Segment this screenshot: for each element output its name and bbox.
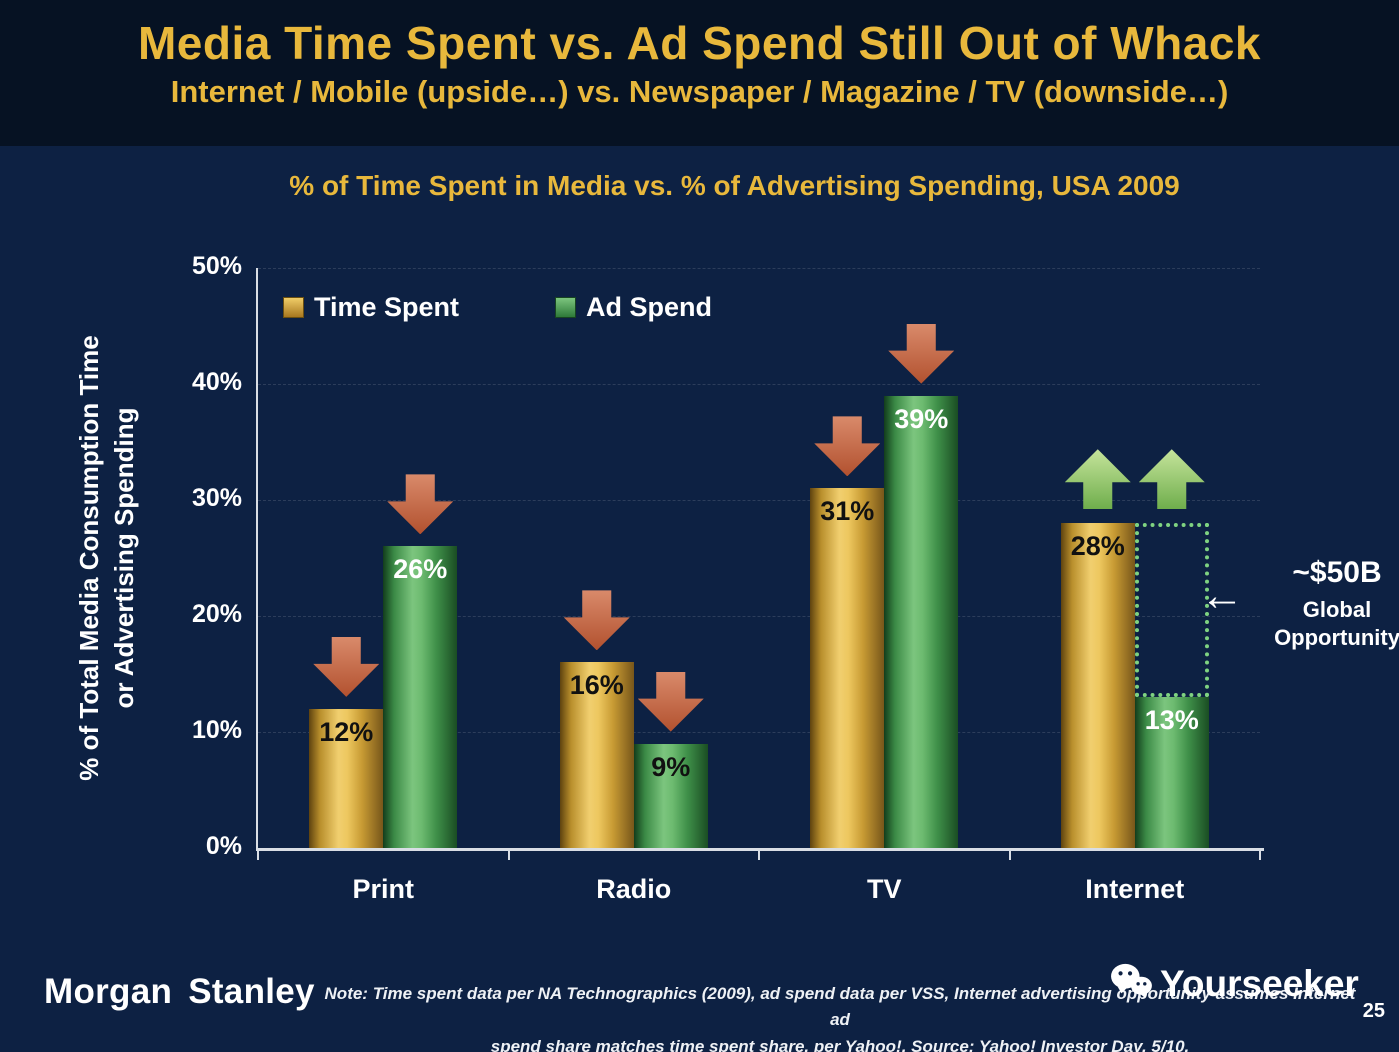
down-arrow-icon xyxy=(814,416,881,477)
down-arrow-icon xyxy=(313,636,380,697)
bar-value-label: 12% xyxy=(319,716,374,747)
x-axis-line xyxy=(256,848,1264,851)
opportunity-dotted-box xyxy=(1134,523,1209,698)
x-axis-tick xyxy=(257,848,259,860)
bar-ad-spend-radio: 9% xyxy=(633,743,708,848)
bar-value-label: 13% xyxy=(1144,705,1199,736)
bar-time-spent-tv: 31% xyxy=(810,488,885,848)
chart-title: % of Time Spent in Media vs. % of Advert… xyxy=(289,170,1180,201)
ad-spend-swatch-icon xyxy=(555,297,577,318)
x-axis-tick xyxy=(758,848,760,860)
legend-label-ad-spend: Ad Spend xyxy=(586,292,713,322)
y-axis-line xyxy=(256,268,258,851)
slide-title: Media Time Spent vs. Ad Spend Still Out … xyxy=(137,17,1262,69)
x-category-label-radio: Radio xyxy=(596,874,672,904)
bar-time-spent-print: 12% xyxy=(309,708,384,848)
x-category-label-tv: TV xyxy=(866,874,902,904)
down-arrow-icon xyxy=(888,323,955,384)
watermark: Yourseeker xyxy=(1108,962,1359,1005)
bar-value-label: 31% xyxy=(820,496,875,527)
opportunity-label: Global Opportunity xyxy=(1274,597,1399,650)
legend-item-time-spent: Time Spent xyxy=(283,292,459,323)
bar-value-label: 26% xyxy=(393,554,448,585)
bar-time-spent-radio: 16% xyxy=(559,662,634,848)
slide-subtitle: Internet / Mobile (upside…) vs. Newspape… xyxy=(170,74,1229,109)
gridline xyxy=(258,500,1260,501)
watermark-label: Yourseeker xyxy=(1160,962,1359,1004)
bar-value-label: 16% xyxy=(569,670,624,701)
opportunity-value: ~$50B xyxy=(1292,556,1382,589)
y-tick-label: 10% xyxy=(191,716,242,744)
time-spent-swatch-icon xyxy=(283,297,304,318)
bar-value-label: 9% xyxy=(651,751,691,782)
down-arrow-icon xyxy=(637,671,704,732)
y-tick-label: 30% xyxy=(191,484,242,512)
bar-ad-spend-internet: 13% xyxy=(1134,697,1209,848)
gridline xyxy=(258,268,1260,269)
x-axis-tick xyxy=(1008,848,1011,860)
plot-area: ← ~$50B Global Opportunity 0% 10% 20% 30% 40… xyxy=(192,252,1399,904)
gridline xyxy=(258,732,1260,733)
bar-ad-spend-print: 26% xyxy=(383,546,458,848)
bar-value-label: 28% xyxy=(1070,531,1125,562)
y-tick-label: 20% xyxy=(191,600,242,628)
gridline xyxy=(258,616,1260,617)
slide-header: Media Time Spent vs. Ad Spend Still Out … xyxy=(0,0,1399,146)
down-arrow-icon xyxy=(563,590,630,651)
bar-time-spent-internet: 28% xyxy=(1060,523,1135,848)
bar-value-label: 39% xyxy=(894,403,949,434)
source-note: Note: Time spent data per NA Technograph… xyxy=(324,984,1356,1052)
y-tick-label: 0% xyxy=(205,832,242,860)
y-axis-title: % of Total Media Consumption Time or Adv… xyxy=(74,335,140,781)
x-axis-tick xyxy=(507,848,510,860)
legend-label-time-spent: Time Spent xyxy=(314,292,460,322)
y-tick-label: 50% xyxy=(191,252,242,280)
opportunity-annotation: ← ~$50B Global Opportunity xyxy=(1200,556,1399,651)
gridline xyxy=(258,384,1260,385)
wechat-icon xyxy=(1108,962,1154,1005)
down-arrow-icon xyxy=(387,474,454,535)
morgan-stanley-logo: Morgan Stanley xyxy=(44,972,315,1011)
y-tick-label: 40% xyxy=(191,368,242,396)
page-number: 25 xyxy=(1362,1000,1385,1022)
opportunity-text: ~$50B Global Opportunity xyxy=(1252,556,1399,651)
bar-ad-spend-tv: 39% xyxy=(884,395,959,848)
x-axis-tick xyxy=(1259,848,1261,860)
legend-item-ad-spend: Ad Spend xyxy=(555,292,712,323)
x-category-label-internet: Internet xyxy=(1085,874,1185,904)
x-category-label-print: Print xyxy=(352,874,414,904)
legend: Time Spent Ad Spend xyxy=(283,292,712,323)
